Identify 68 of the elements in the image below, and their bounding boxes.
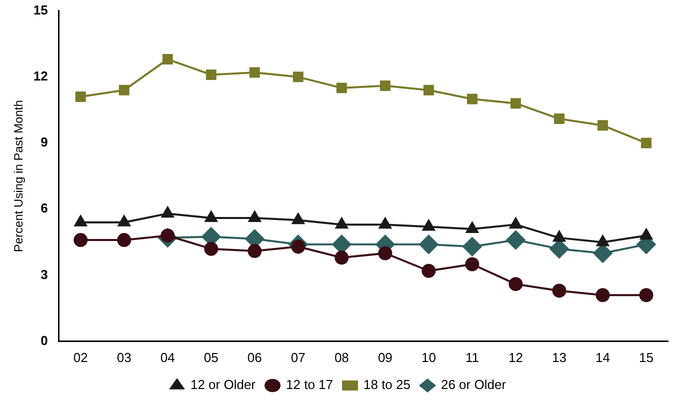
x-tick-label: 15 <box>639 350 654 365</box>
point <box>554 114 564 124</box>
point <box>506 230 526 250</box>
point <box>640 228 652 240</box>
point <box>378 246 392 260</box>
point <box>552 284 566 298</box>
point <box>466 94 478 104</box>
point <box>422 264 436 278</box>
point <box>335 218 348 229</box>
x-tick-label: 08 <box>334 350 349 365</box>
point <box>596 288 610 302</box>
point <box>639 288 654 302</box>
point <box>74 233 88 248</box>
legend-label: 26 or Older <box>440 377 507 392</box>
point <box>423 84 434 96</box>
legend-label: 12 or Older <box>190 377 256 392</box>
x-tick-label: 10 <box>421 350 436 365</box>
point <box>336 82 347 94</box>
x-tick-label: 07 <box>290 350 306 365</box>
point <box>380 80 390 91</box>
point <box>466 222 478 233</box>
y-tick-label: 12 <box>33 68 48 84</box>
point <box>161 206 174 218</box>
point <box>419 234 438 254</box>
point <box>422 220 435 231</box>
x-tick-label: 11 <box>465 350 479 365</box>
point <box>206 69 216 80</box>
y-tick-label: 3 <box>40 266 48 282</box>
point <box>462 237 482 256</box>
y-axis-title: Percent Using in Past Month <box>12 100 26 252</box>
y-tick-label: 9 <box>40 134 48 150</box>
x-tick-label: 04 <box>160 350 175 365</box>
point <box>465 257 480 272</box>
point <box>117 233 132 248</box>
point <box>596 235 609 246</box>
x-tick-label: 06 <box>247 350 262 365</box>
y-tick-label: 0 <box>40 332 48 348</box>
y-tick-label: 15 <box>33 2 48 18</box>
x-tick-label: 03 <box>116 350 132 365</box>
x-tick-label: 05 <box>204 350 218 365</box>
point <box>118 84 130 96</box>
point <box>597 120 608 131</box>
point <box>249 67 260 78</box>
point <box>334 250 349 265</box>
point <box>118 215 130 226</box>
y-tick-label: 6 <box>40 200 48 216</box>
point <box>378 218 392 229</box>
legend-label: 12 to 17 <box>286 377 334 392</box>
point <box>292 213 304 224</box>
point <box>553 230 566 242</box>
point <box>292 72 304 82</box>
point <box>248 244 262 258</box>
point <box>204 210 218 222</box>
point <box>510 218 522 229</box>
point <box>75 92 86 102</box>
x-tick-label: 02 <box>73 350 88 365</box>
point <box>248 210 261 222</box>
point <box>510 98 521 109</box>
legend-label: 18 to 25 <box>364 377 410 392</box>
point <box>508 277 523 292</box>
point <box>641 138 652 148</box>
x-tick-label: 13 <box>552 350 566 365</box>
x-tick-label: 09 <box>378 350 392 365</box>
x-tick-label: 12 <box>508 350 523 365</box>
x-tick-label: 14 <box>596 350 610 365</box>
point <box>204 242 218 256</box>
point <box>162 54 173 65</box>
point <box>74 215 87 226</box>
